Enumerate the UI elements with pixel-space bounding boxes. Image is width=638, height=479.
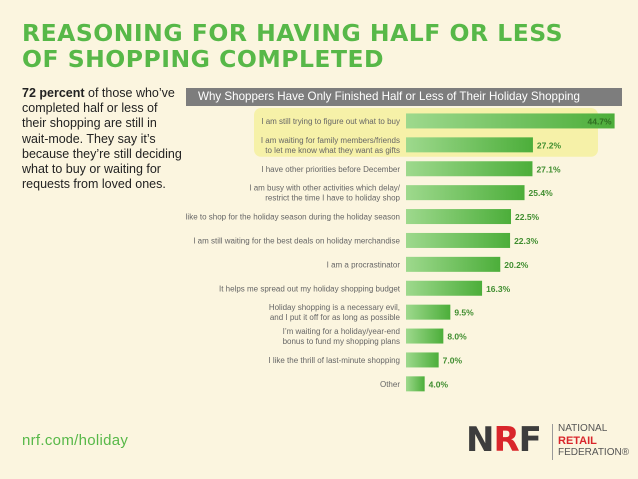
logo-wordmark: NATIONAL RETAIL FEDERATION® <box>558 423 629 459</box>
category-label-2-1: I am waiting for family members/friends <box>261 136 400 145</box>
logo-word-federation: FEDERATION® <box>558 447 630 458</box>
bar-4 <box>406 185 525 201</box>
bar-11 <box>406 352 439 368</box>
bar-2 <box>406 137 533 153</box>
category-label-2-2: to let me know what they want as gifts <box>265 146 400 155</box>
footer-link[interactable]: nrf.com/holiday <box>22 432 129 449</box>
bar-chart: 44.7% I am still trying to figure out wha… <box>186 108 615 392</box>
category-label-10-2: bonus to fund my shopping plans <box>283 337 400 346</box>
value-label-5: 22.5% <box>515 212 540 222</box>
category-label-7: I am a procrastinator <box>327 260 401 269</box>
value-label-8: 16.3% <box>486 284 511 294</box>
bar-1 <box>406 113 615 129</box>
category-label-8: It helps me spread out my holiday shoppi… <box>219 284 401 293</box>
nrf-logo-mark: NRF <box>466 418 542 462</box>
logo-word-national: NATIONAL <box>558 423 608 434</box>
value-label-1: 44.7% <box>587 116 612 126</box>
category-label-4-2: restrict the time I have to holiday shop <box>265 194 400 203</box>
bar-5 <box>406 209 511 225</box>
page-title: REASONING FOR HAVING HALF OR LESS OF SHO… <box>22 20 622 72</box>
intro-text: of those who’ve completed half or less o… <box>22 86 182 192</box>
value-label-11: 7.0% <box>443 355 463 365</box>
logo-divider <box>552 424 553 460</box>
nrf-logo: NRF NATIONAL RETAIL FEDERATION® <box>466 418 629 466</box>
category-label-6: I am still waiting for the best deals on… <box>193 236 400 245</box>
category-label-12: Other <box>380 380 400 389</box>
category-label-11: I like the thrill of last-minute shoppin… <box>268 356 400 365</box>
value-label-4: 25.4% <box>529 188 554 198</box>
value-label-2: 27.2% <box>537 140 562 150</box>
logo-letter-r: R <box>493 420 519 460</box>
logo-letter-f: F <box>518 420 542 460</box>
logo-letter-n: N <box>466 420 494 460</box>
category-label-5: I like to shop for the holiday season du… <box>186 213 400 222</box>
title-line-1: REASONING FOR HAVING HALF OR LESS <box>22 19 564 47</box>
logo-word-retail: RETAIL <box>558 435 597 447</box>
bar-7 <box>406 256 501 272</box>
value-label-3: 27.1% <box>536 164 561 174</box>
bar-10 <box>406 328 444 344</box>
title-line-2: OF SHOPPING COMPLETED <box>22 45 385 73</box>
category-label-10-1: I’m waiting for a holiday/year-end <box>283 327 400 336</box>
category-label-4-1: I am busy with other activities which de… <box>249 184 401 193</box>
bar-6 <box>406 232 511 248</box>
value-label-6: 22.3% <box>514 236 539 246</box>
category-label-9-2: and I put it off for as long as possible <box>270 313 401 322</box>
bar-12 <box>406 376 425 392</box>
value-label-10: 8.0% <box>447 332 467 342</box>
bar-8 <box>406 280 483 296</box>
bar-9 <box>406 304 451 320</box>
value-label-7: 20.2% <box>504 260 529 270</box>
value-label-12: 4.0% <box>429 379 449 389</box>
category-label-3: I have other priorities before December <box>261 165 400 174</box>
value-label-9: 9.5% <box>454 308 474 318</box>
category-label-1: I am still trying to figure out what to … <box>261 117 400 126</box>
chart-title: Why Shoppers Have Only Finished Half or … <box>186 88 622 106</box>
intro-highlight: 72 percent <box>22 86 85 100</box>
intro-paragraph: 72 percent of those who’ve completed hal… <box>22 86 182 192</box>
category-label-9-1: Holiday shopping is a necessary evil, <box>269 303 400 312</box>
bar-3 <box>406 161 533 177</box>
